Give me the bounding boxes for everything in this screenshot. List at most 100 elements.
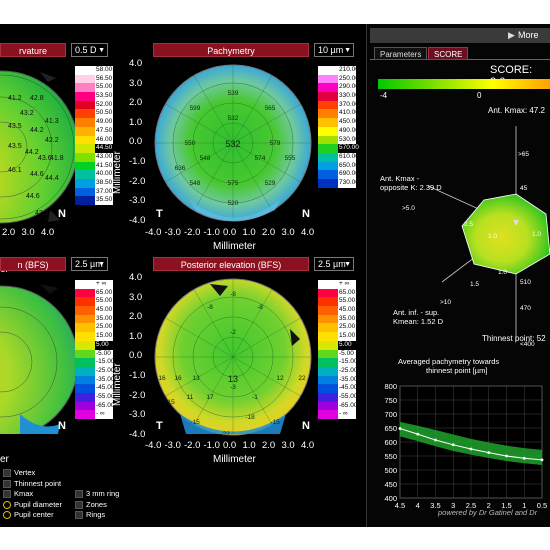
curvature-value: 44.6 <box>26 193 40 200</box>
nasal-label: N <box>58 208 66 220</box>
legend-item[interactable]: Thinnest point <box>3 479 61 488</box>
more-bar[interactable]: ▶ More <box>370 28 550 43</box>
temporal-label: T <box>156 420 163 432</box>
scale-value: 650.00 <box>338 161 359 171</box>
axis-tick: -4.0 <box>129 428 146 440</box>
curvature-step-dropdown[interactable]: 0.5 D ▼ <box>71 43 108 57</box>
chevron-down-icon: ▼ <box>98 47 105 54</box>
legend-checkbox[interactable] <box>3 469 11 478</box>
scale-value: 450.00 <box>338 118 359 127</box>
legend-item[interactable]: Rings <box>75 510 105 520</box>
axis-tick: 3.0 <box>21 227 35 238</box>
curvature-map[interactable]: 41.2 42.843.241.343.544.242.243.544.243.6… <box>0 60 75 250</box>
chart-title-line2: thinnest point [µm] <box>426 366 488 375</box>
scale-value: 50.50 <box>95 109 113 119</box>
legend-item[interactable]: 3 mm ring <box>75 489 119 499</box>
axis-tick: 2.0 <box>262 227 276 238</box>
axis-tick: -2.0 <box>184 440 201 451</box>
score-radar-chart: >65 45 >5.0 2.5 1.0 1.0 1.0 1.5 >10 510 470 <400 <box>402 126 550 348</box>
anterior-scale-values: + ∞ 65.00 55.00 45.00 35.00 25.00 15.00 5.00 -5.… <box>75 280 115 419</box>
pachymetry-step-dropdown[interactable]: 10 µm ▼ <box>314 43 354 57</box>
legend-item[interactable]: Vertex <box>3 468 35 478</box>
curvature-map-title[interactable]: rvature <box>0 43 66 57</box>
anterior-elevation-title[interactable]: n (BFS) <box>0 257 66 271</box>
legend-checkbox[interactable] <box>3 511 11 520</box>
radar-label: >5.0 <box>402 205 415 212</box>
legend-checkbox[interactable] <box>3 479 11 488</box>
scale-value: - ∞ <box>338 410 356 419</box>
radar-label: <400 <box>520 341 535 348</box>
tab-parameters[interactable]: Parameters <box>374 47 428 60</box>
pachymetry-map[interactable]: 539 599 565 532 550 548 579 574 555 548 575 529 520 6… <box>150 60 316 226</box>
axis-tick: 0.0 <box>129 350 143 362</box>
legend-checkbox[interactable] <box>3 490 11 499</box>
pachymetry-map-title[interactable]: Pachymetry <box>153 43 309 57</box>
scale-value: -25.00 <box>95 366 115 376</box>
tab-score[interactable]: SCORE <box>428 47 469 60</box>
axis-tick: 4.0 <box>129 272 143 283</box>
legend-label: Pupil diameter <box>14 499 62 509</box>
scale-value: 38.50 <box>95 178 113 188</box>
anterior-step-dropdown[interactable]: 2.5 µm ▼ <box>71 257 108 271</box>
scale-swatch <box>75 332 95 341</box>
curvature-value: 44.6 <box>30 171 44 178</box>
scale-value: 45.00 <box>338 306 356 315</box>
chart-x-tick: 2 <box>487 501 491 510</box>
radar-label: 1.0 <box>532 231 541 238</box>
scale-value: 35.50 <box>95 196 113 205</box>
legend-checkbox[interactable] <box>75 511 83 520</box>
more-button[interactable]: More <box>518 30 539 40</box>
posterior-value: -15 <box>190 419 200 426</box>
scale-swatch <box>75 83 95 93</box>
curvature-value: 42.7 <box>35 210 49 217</box>
scale-swatch <box>318 92 338 101</box>
powered-by-text: powered by Dr Gatinel and Dr <box>438 508 538 517</box>
legend-checkbox[interactable] <box>75 500 83 509</box>
axis-tick: 3.0 <box>129 77 143 89</box>
pachymetry-value: 555 <box>285 155 296 162</box>
pachymetry-value: 532 <box>228 115 239 122</box>
axis-tick: -1.0 <box>203 227 220 238</box>
pachymetry-value: 565 <box>265 105 276 112</box>
thinnest-point-label: Thinnest point: 52 <box>482 334 546 343</box>
scale-swatch <box>318 144 338 153</box>
temporal-label: T <box>156 208 163 220</box>
scale-swatch <box>318 366 338 376</box>
pachymetry-y-label: Millimeter <box>112 151 123 194</box>
scale-value: -15.00 <box>95 358 115 367</box>
chart-x-tick: 4.5 <box>395 501 405 510</box>
scale-value: -45.00 <box>95 384 115 393</box>
posterior-value: -15 <box>165 399 175 406</box>
legend-checkbox[interactable] <box>3 500 11 509</box>
pachymetry-scale-values: 210.00 250.00 290.00 330.00 370.00 410.00 450.… <box>318 66 359 188</box>
radar-label: 1.5 <box>470 281 479 288</box>
scale-value: 5.00 <box>95 340 113 350</box>
pachymetry-color-scale <box>318 66 338 188</box>
pachymetry-value: 599 <box>190 105 201 112</box>
posterior-step-dropdown[interactable]: 2.5 µm ▼ <box>314 257 354 271</box>
chart-y-tick: 800 <box>384 382 397 391</box>
chart-y-tick: 600 <box>384 438 397 447</box>
scale-value: 730.00 <box>338 178 359 188</box>
pachymetry-value: 539 <box>228 90 239 97</box>
scale-swatch <box>75 66 95 75</box>
pachymetry-value: 548 <box>190 180 201 187</box>
axis-tick: -4.0 <box>145 227 162 238</box>
scale-value: 40.00 <box>95 170 113 179</box>
posterior-center-value: 13 <box>228 374 238 384</box>
anterior-elevation-map[interactable] <box>0 274 75 434</box>
legend-item[interactable]: Zones <box>75 500 107 509</box>
ant-kmax-label: Ant. Kmax: 47.2 <box>488 106 545 115</box>
legend-item[interactable]: Pupil diameter <box>3 500 62 509</box>
curvature-value: 41.3 <box>45 118 59 125</box>
legend-item[interactable]: Pupil center <box>3 510 54 520</box>
legend-item[interactable]: Kmax <box>3 489 33 499</box>
posterior-elevation-map[interactable]: -8 -8 -8 16 16 13 12 22 -2 11 17 -15 -1 -18 -22 -15 -15 -… <box>150 274 316 440</box>
legend-checkbox[interactable] <box>75 490 83 499</box>
posterior-value: -22 <box>220 431 230 438</box>
chart-y-tick: 750 <box>384 396 397 405</box>
scale-value: 53.50 <box>95 92 113 101</box>
scale-value: -65.00 <box>95 401 115 411</box>
posterior-elevation-title[interactable]: Posterior elevation (BFS) <box>153 257 309 271</box>
scale-value: -25.00 <box>338 366 358 376</box>
